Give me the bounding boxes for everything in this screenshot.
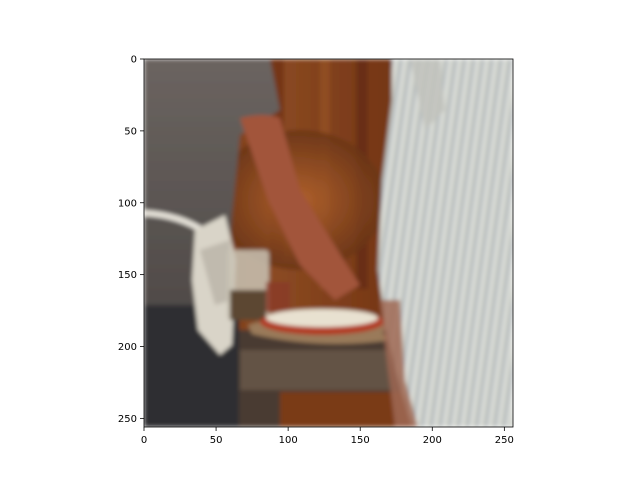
x-tick-label: 100 xyxy=(279,435,298,446)
x-tick-label: 250 xyxy=(495,435,514,446)
x-axis: 0 50 100 150 200 250 xyxy=(141,427,514,446)
plot-frame xyxy=(143,58,514,428)
y-tick-label: 0 xyxy=(131,55,137,66)
y-tick-label: 100 xyxy=(118,198,137,209)
y-tick-label: 50 xyxy=(124,126,137,137)
x-tick-label: 50 xyxy=(210,435,223,446)
y-tick-label: 150 xyxy=(118,270,137,281)
y-axis: 0 50 100 150 200 250 xyxy=(118,55,144,425)
y-tick-label: 200 xyxy=(118,342,137,353)
photo-image xyxy=(144,59,513,427)
y-tick-label: 250 xyxy=(118,414,137,425)
x-tick-label: 150 xyxy=(351,435,370,446)
x-tick-label: 200 xyxy=(423,435,442,446)
x-tick-label: 0 xyxy=(141,435,147,446)
